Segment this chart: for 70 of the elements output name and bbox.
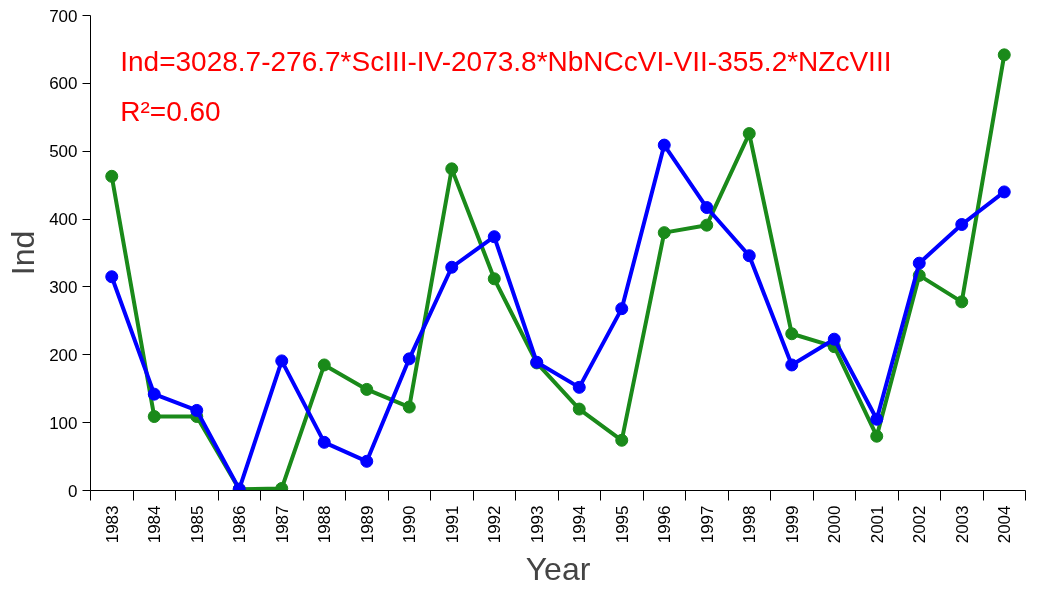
point [955, 218, 969, 231]
point [955, 295, 969, 309]
y-tick-label: 0 [68, 481, 78, 501]
point [487, 230, 501, 244]
x-tick-label: 1999 [782, 505, 802, 544]
point [402, 352, 416, 366]
x-tick-label: 1998 [740, 505, 760, 544]
point [445, 260, 459, 274]
x-tick-label: 1989 [357, 505, 377, 544]
point [487, 272, 501, 286]
point [700, 218, 714, 232]
point [742, 249, 756, 263]
x-axis-title: Year [525, 551, 591, 588]
x-tick-label: 1988 [315, 505, 335, 544]
x-tick-label: 1996 [655, 505, 675, 544]
point [912, 256, 926, 270]
x-tick-label: 1991 [442, 505, 462, 544]
x-tick-label: 1997 [697, 505, 717, 544]
point [997, 48, 1011, 62]
x-tick-label: 1984 [145, 505, 165, 544]
point [360, 382, 374, 396]
x-tick-label: 2004 [995, 505, 1015, 544]
x-tick-label: 1987 [272, 505, 292, 544]
x-tick-label: 1986 [230, 505, 250, 544]
y-tick-label: 200 [49, 345, 78, 365]
point [615, 302, 629, 316]
x-tick-label: 1992 [485, 505, 505, 544]
annotation: R²=0.60 [120, 96, 221, 128]
point [657, 226, 671, 240]
point [105, 169, 119, 183]
x-tick-label: 1985 [187, 505, 207, 544]
y-tick-label: 300 [49, 277, 78, 297]
x-tick-label: 1995 [612, 505, 632, 544]
x-tick-label: 1990 [400, 505, 420, 544]
point [615, 433, 629, 447]
y-tick-label: 500 [49, 142, 78, 162]
point [275, 354, 289, 368]
point [785, 327, 799, 341]
y-axis-title: Ind [5, 230, 42, 276]
x-tick-label: 2000 [825, 505, 845, 544]
point [147, 387, 161, 401]
point [105, 270, 119, 284]
point [997, 185, 1011, 199]
point [785, 358, 799, 372]
x-tick-label: 1983 [102, 505, 122, 544]
point [190, 403, 204, 417]
point [827, 332, 841, 346]
x-tick-label: 1994 [570, 505, 590, 544]
x-tick-label: 2001 [867, 505, 887, 544]
point [742, 127, 756, 141]
point [317, 435, 331, 449]
point [402, 400, 416, 414]
point [147, 410, 161, 424]
point [360, 454, 374, 468]
point [870, 429, 884, 443]
point [317, 358, 331, 372]
y-tick-label: 600 [49, 74, 78, 94]
annotation: Ind=3028.7-276.7*ScIII-IV-2073.8*NbNCcVI-VII-355.2*NZcVIII [120, 45, 892, 77]
x-tick-label: 2003 [952, 505, 972, 544]
y-tick-label: 700 [49, 6, 78, 26]
x-tick-label: 2002 [910, 505, 930, 544]
y-tick-label: 400 [49, 210, 78, 230]
point [572, 402, 586, 416]
point [700, 201, 714, 215]
x-tick-label: 1993 [527, 505, 547, 544]
point [870, 412, 884, 426]
point [657, 138, 671, 152]
y-tick-label: 100 [49, 413, 78, 433]
point [572, 380, 586, 394]
point [445, 162, 459, 176]
